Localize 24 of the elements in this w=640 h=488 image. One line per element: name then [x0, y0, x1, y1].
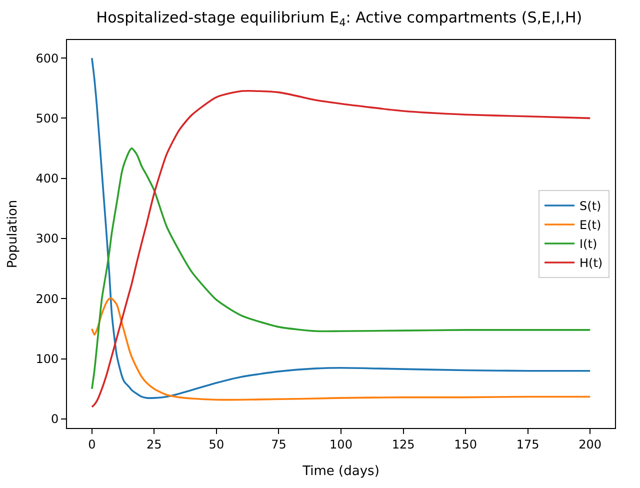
y-tick-label: 300	[36, 232, 59, 246]
legend-label: S(t)	[580, 199, 602, 214]
x-tick-label: 150	[454, 437, 478, 452]
x-tick-label: 0	[88, 437, 96, 452]
y-tick-label: 0	[50, 412, 59, 426]
x-tick-label: 50	[208, 437, 224, 452]
line-series	[91, 298, 591, 401]
y-tick-label: 500	[36, 111, 59, 126]
y-tick-label: 600	[36, 51, 59, 66]
x-tick-label: 175	[516, 437, 540, 452]
x-axis-title: Time (days)	[302, 464, 380, 479]
y-tick-label: 200	[36, 292, 59, 306]
legend-label: H(t)	[580, 256, 603, 270]
chart-title: Hospitalized-stage equilibrium E$_{4}$: Active compartments (S,E,I,H)	[96, 8, 582, 29]
y-tick-label: 100	[36, 352, 59, 366]
x-tick-label: 25	[146, 437, 162, 452]
legend-label: I(t)	[580, 237, 598, 252]
x-tick-label: 125	[392, 437, 415, 452]
x-tick-label: 100	[330, 437, 352, 452]
y-axis-title: Population	[6, 200, 21, 268]
y-tick-label: 400	[36, 172, 59, 186]
x-tick-label: 200	[578, 437, 602, 452]
x-tick-label: 75	[271, 437, 286, 452]
legend-label: E(t)	[580, 218, 602, 232]
